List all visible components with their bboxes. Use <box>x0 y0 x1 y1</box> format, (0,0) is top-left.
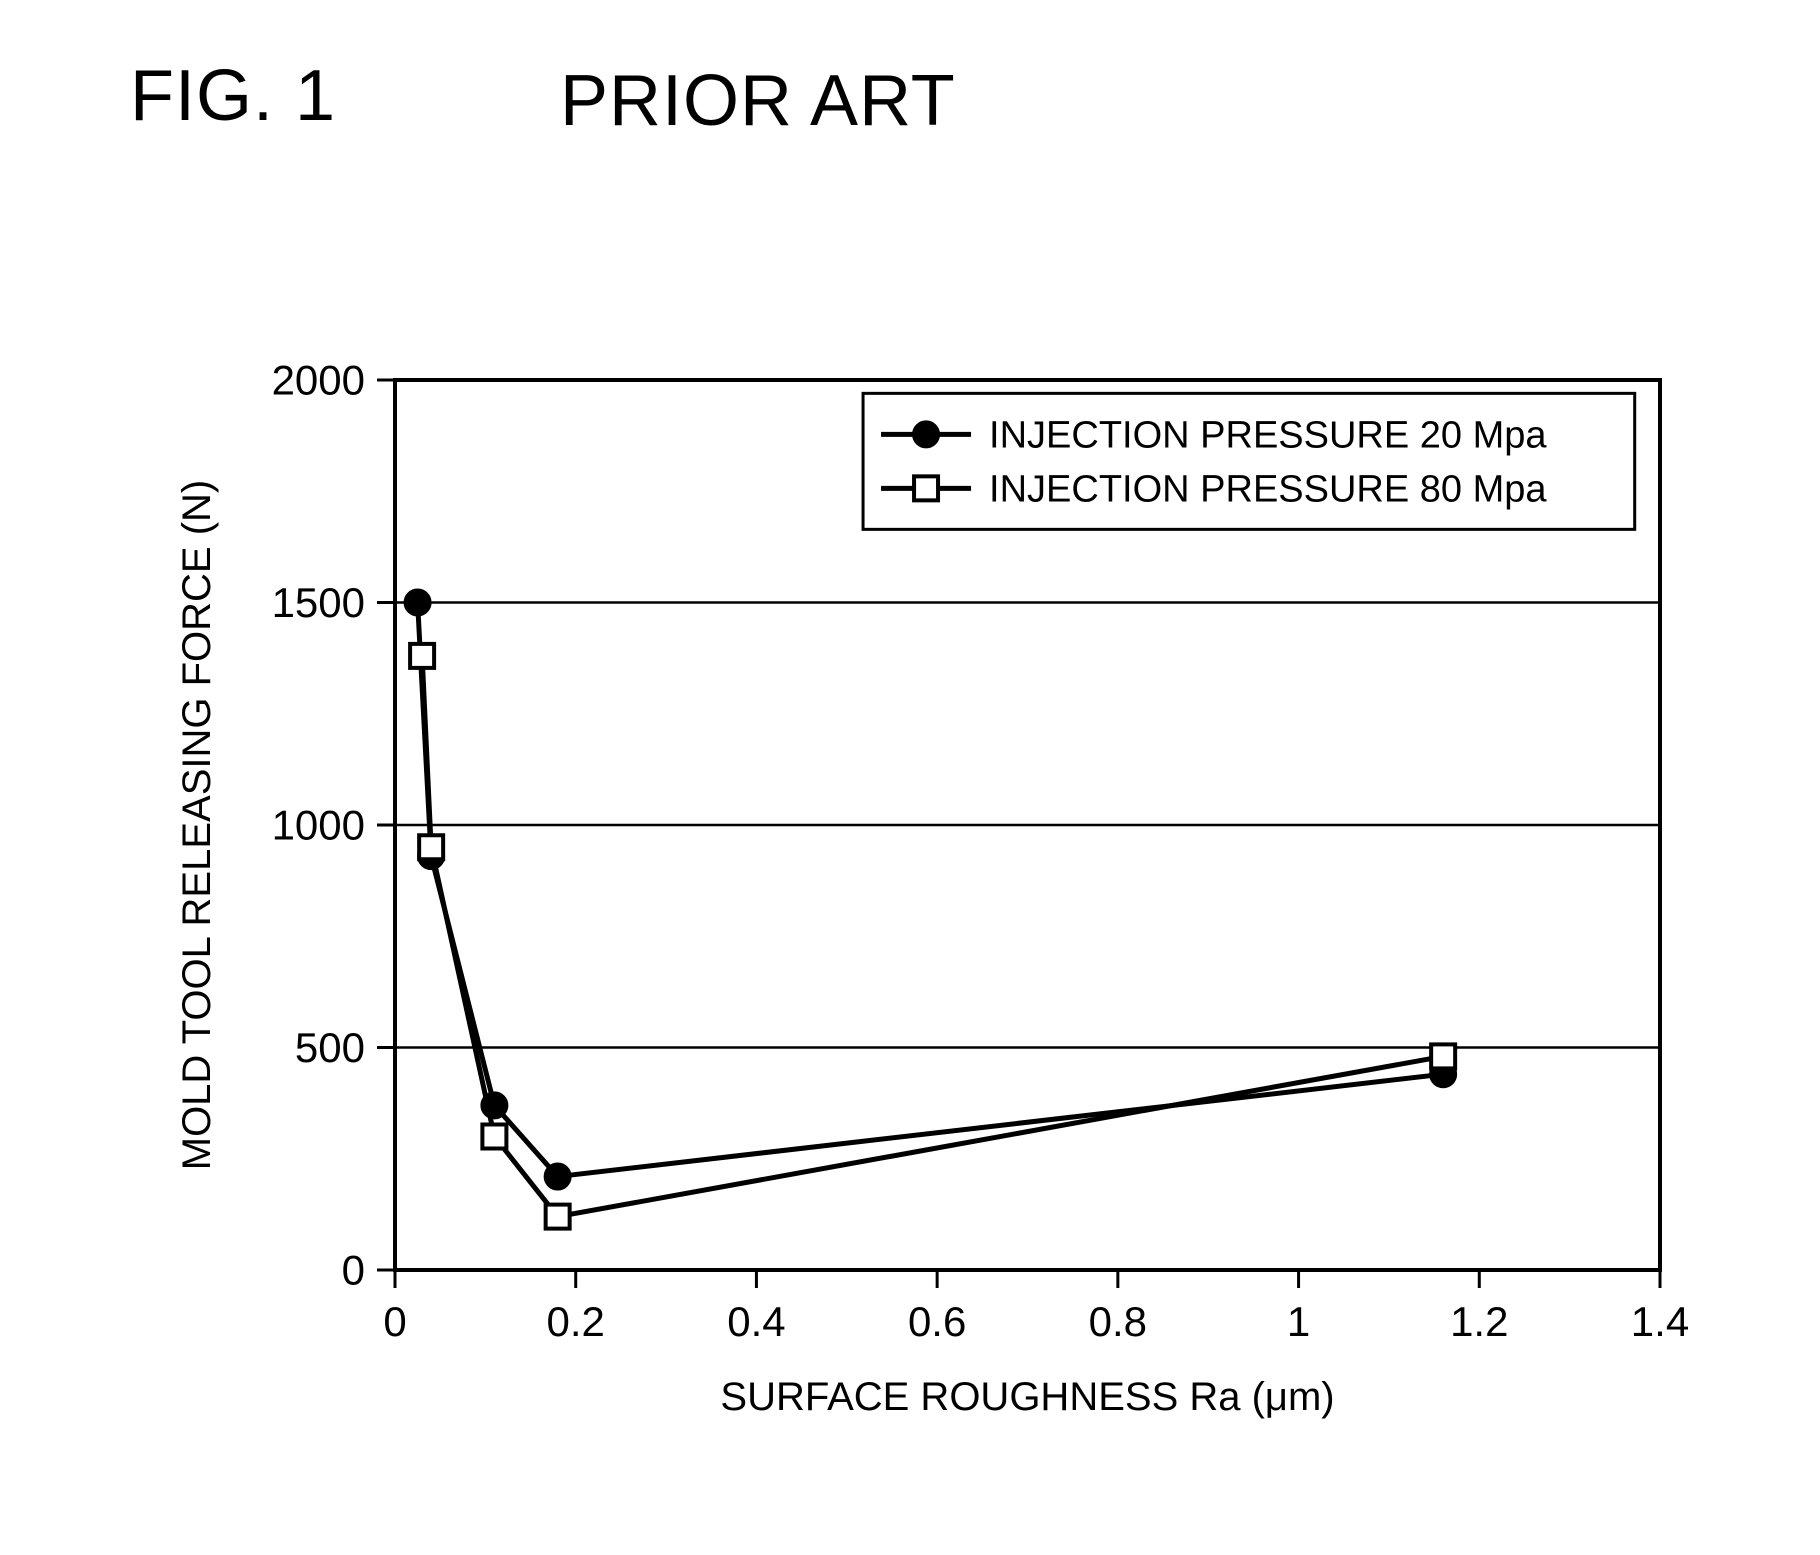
x-tick-label: 1.4 <box>1631 1298 1689 1345</box>
y-tick-label: 0 <box>342 1247 365 1294</box>
prior-art-label: PRIOR ART <box>560 60 956 142</box>
x-tick-label: 0.4 <box>727 1298 785 1345</box>
x-tick-label: 1 <box>1287 1298 1310 1345</box>
y-axis-label: MOLD TOOL RELEASING FORCE (N) <box>175 480 219 1171</box>
y-tick-label: 1500 <box>272 579 365 626</box>
y-tick-label: 2000 <box>272 357 365 404</box>
x-tick-label: 1.2 <box>1450 1298 1508 1345</box>
figure-number-label: FIG. 1 <box>130 55 336 137</box>
marker-circle <box>545 1164 571 1190</box>
legend-label: INJECTION PRESSURE 20 Mpa <box>989 415 1547 457</box>
page: FIG. 1 PRIOR ART 0 0.2 0.4 0.6 0.8 1 1.2 1.4 0 50… <box>0 0 1820 1555</box>
x-tick-label: 0.8 <box>1089 1298 1147 1345</box>
legend-label: INJECTION PRESSURE 80 Mpa <box>989 469 1547 511</box>
x-tick-label: 0.2 <box>547 1298 605 1345</box>
y-tick-label: 1000 <box>272 802 365 849</box>
x-tick-label: 0 <box>383 1298 406 1345</box>
marker-square <box>546 1205 570 1229</box>
x-axis-label: SURFACE ROUGHNESS Ra (μm) <box>720 1375 1334 1419</box>
releasing-force-vs-roughness-chart: 0 0.2 0.4 0.6 0.8 1 1.2 1.4 0 500 1000 1500 2000 SURF… <box>80 350 1740 1510</box>
x-tick-label: 0.6 <box>908 1298 966 1345</box>
marker-circle <box>913 421 939 447</box>
marker-square <box>482 1125 506 1149</box>
marker-square <box>1431 1044 1455 1068</box>
legend: INJECTION PRESSURE 20 Mpa INJECTION PRESS… <box>863 393 1635 529</box>
marker-square <box>419 835 443 859</box>
marker-square <box>914 476 938 500</box>
chart-container: 0 0.2 0.4 0.6 0.8 1 1.2 1.4 0 500 1000 1500 2000 SURF… <box>80 350 1740 1510</box>
marker-circle <box>405 590 431 616</box>
y-tick-label: 500 <box>295 1024 365 1071</box>
marker-square <box>410 644 434 668</box>
